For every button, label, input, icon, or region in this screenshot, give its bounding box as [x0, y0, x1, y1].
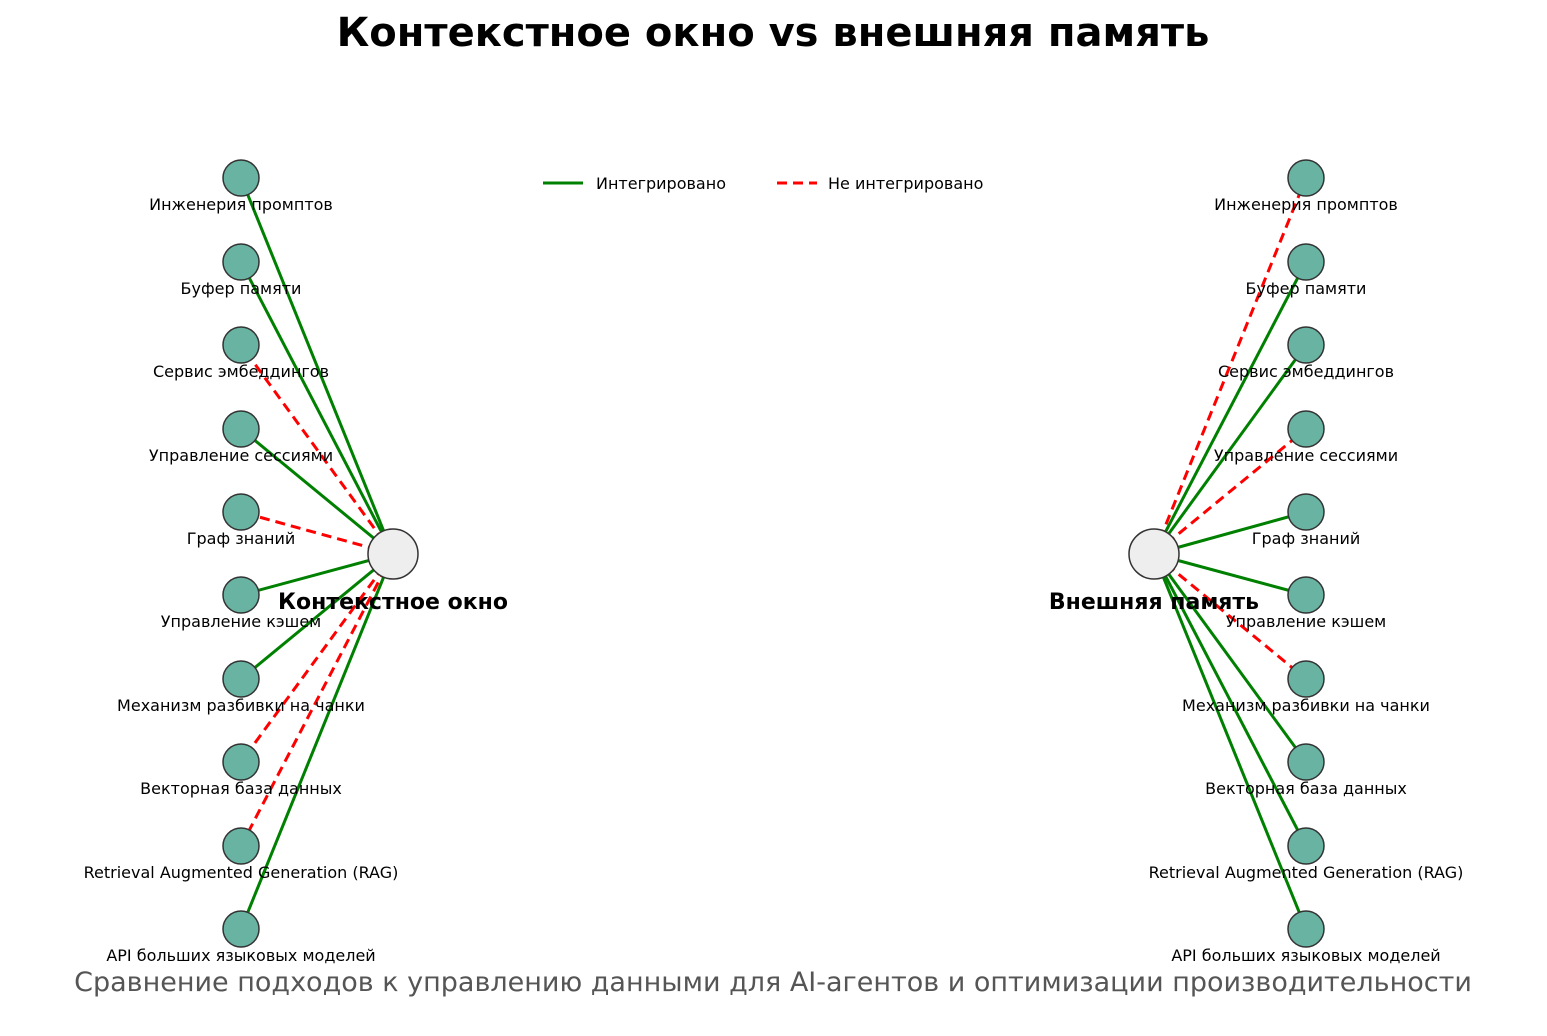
- component-label: Сервис эмбеддингов: [1218, 362, 1394, 381]
- edge-not-integrated: [240, 510, 394, 556]
- component-label: Буфер памяти: [1246, 279, 1367, 298]
- edge-integrated: [1152, 553, 1308, 763]
- component-node: [222, 576, 260, 614]
- component-label: Граф знаний: [1252, 529, 1361, 548]
- component-node: [222, 660, 260, 698]
- hub-node: [1128, 528, 1180, 580]
- component-node: [222, 910, 260, 948]
- component-node: [1287, 159, 1325, 197]
- component-node: [1287, 243, 1325, 281]
- edge-integrated: [1153, 510, 1307, 556]
- legend-integrated-label: Интегрировано: [596, 174, 726, 193]
- edge-integrated: [1152, 261, 1308, 555]
- component-label: Граф знаний: [187, 529, 296, 548]
- component-label: Управление сессиями: [149, 446, 333, 465]
- edge-not-integrated: [239, 553, 395, 847]
- edges: [239, 177, 1308, 930]
- edge-not-integrated: [1153, 552, 1307, 681]
- edge-not-integrated: [1153, 427, 1307, 556]
- component-node: [222, 243, 260, 281]
- component-label: API больших языковых моделей: [1171, 946, 1440, 965]
- hub-label: Контекстное окно: [278, 590, 508, 615]
- component-label: Retrieval Augmented Generation (RAG): [1149, 863, 1464, 882]
- component-label: API больших языковых моделей: [106, 946, 375, 965]
- component-node: [222, 410, 260, 448]
- edge-integrated: [240, 427, 394, 556]
- edge-not-integrated: [239, 344, 395, 555]
- component-label: Управление сессиями: [1214, 446, 1398, 465]
- edge-not-integrated: [1152, 177, 1308, 555]
- component-label: Буфер памяти: [181, 279, 302, 298]
- component-node: [1287, 576, 1325, 614]
- hub-label: Внешняя память: [1049, 590, 1259, 615]
- legend-not-integrated-label: Не интегрировано: [828, 174, 983, 193]
- edge-integrated: [239, 261, 395, 555]
- nodes: Инженерия промптов Буфер памяти Сервис эмб…: [84, 159, 1464, 965]
- component-node: [1287, 910, 1325, 948]
- component-node: [1287, 326, 1325, 364]
- component-node: [1287, 410, 1325, 448]
- component-node: [1287, 743, 1325, 781]
- component-node: [1287, 660, 1325, 698]
- edge-integrated: [240, 552, 394, 681]
- component-label: Механизм разбивки на чанки: [1182, 696, 1430, 715]
- component-node: [222, 159, 260, 197]
- component-label: Сервис эмбеддингов: [153, 362, 329, 381]
- edge-integrated: [239, 177, 395, 555]
- edge-integrated: [239, 553, 395, 930]
- edge-integrated: [1153, 552, 1307, 597]
- component-label: Векторная база данных: [1205, 779, 1407, 798]
- component-node: [222, 827, 260, 865]
- component-node: [1287, 827, 1325, 865]
- edge-integrated: [1152, 344, 1308, 555]
- component-label: Механизм разбивки на чанки: [117, 696, 365, 715]
- edge-integrated: [1152, 553, 1308, 930]
- component-label: Инженерия промптов: [1214, 195, 1398, 214]
- diagram-subtitle: Сравнение подходов к управлению данными …: [74, 967, 1472, 998]
- component-label: Управление кэшем: [1226, 612, 1386, 631]
- component-node: [222, 326, 260, 364]
- edge-integrated: [240, 552, 394, 597]
- component-label: Инженерия промптов: [149, 195, 333, 214]
- component-node: [222, 743, 260, 781]
- diagram-title: Контекстное окно vs внешняя память: [337, 10, 1210, 56]
- component-node: [222, 493, 260, 531]
- component-label: Управление кэшем: [161, 612, 321, 631]
- component-label: Retrieval Augmented Generation (RAG): [84, 863, 399, 882]
- hub-node: [367, 528, 419, 580]
- edge-not-integrated: [239, 553, 395, 763]
- component-label: Векторная база данных: [140, 779, 342, 798]
- edge-integrated: [1152, 553, 1308, 847]
- legend: Интегрировано Не интегрировано: [543, 174, 983, 193]
- component-node: [1287, 493, 1325, 531]
